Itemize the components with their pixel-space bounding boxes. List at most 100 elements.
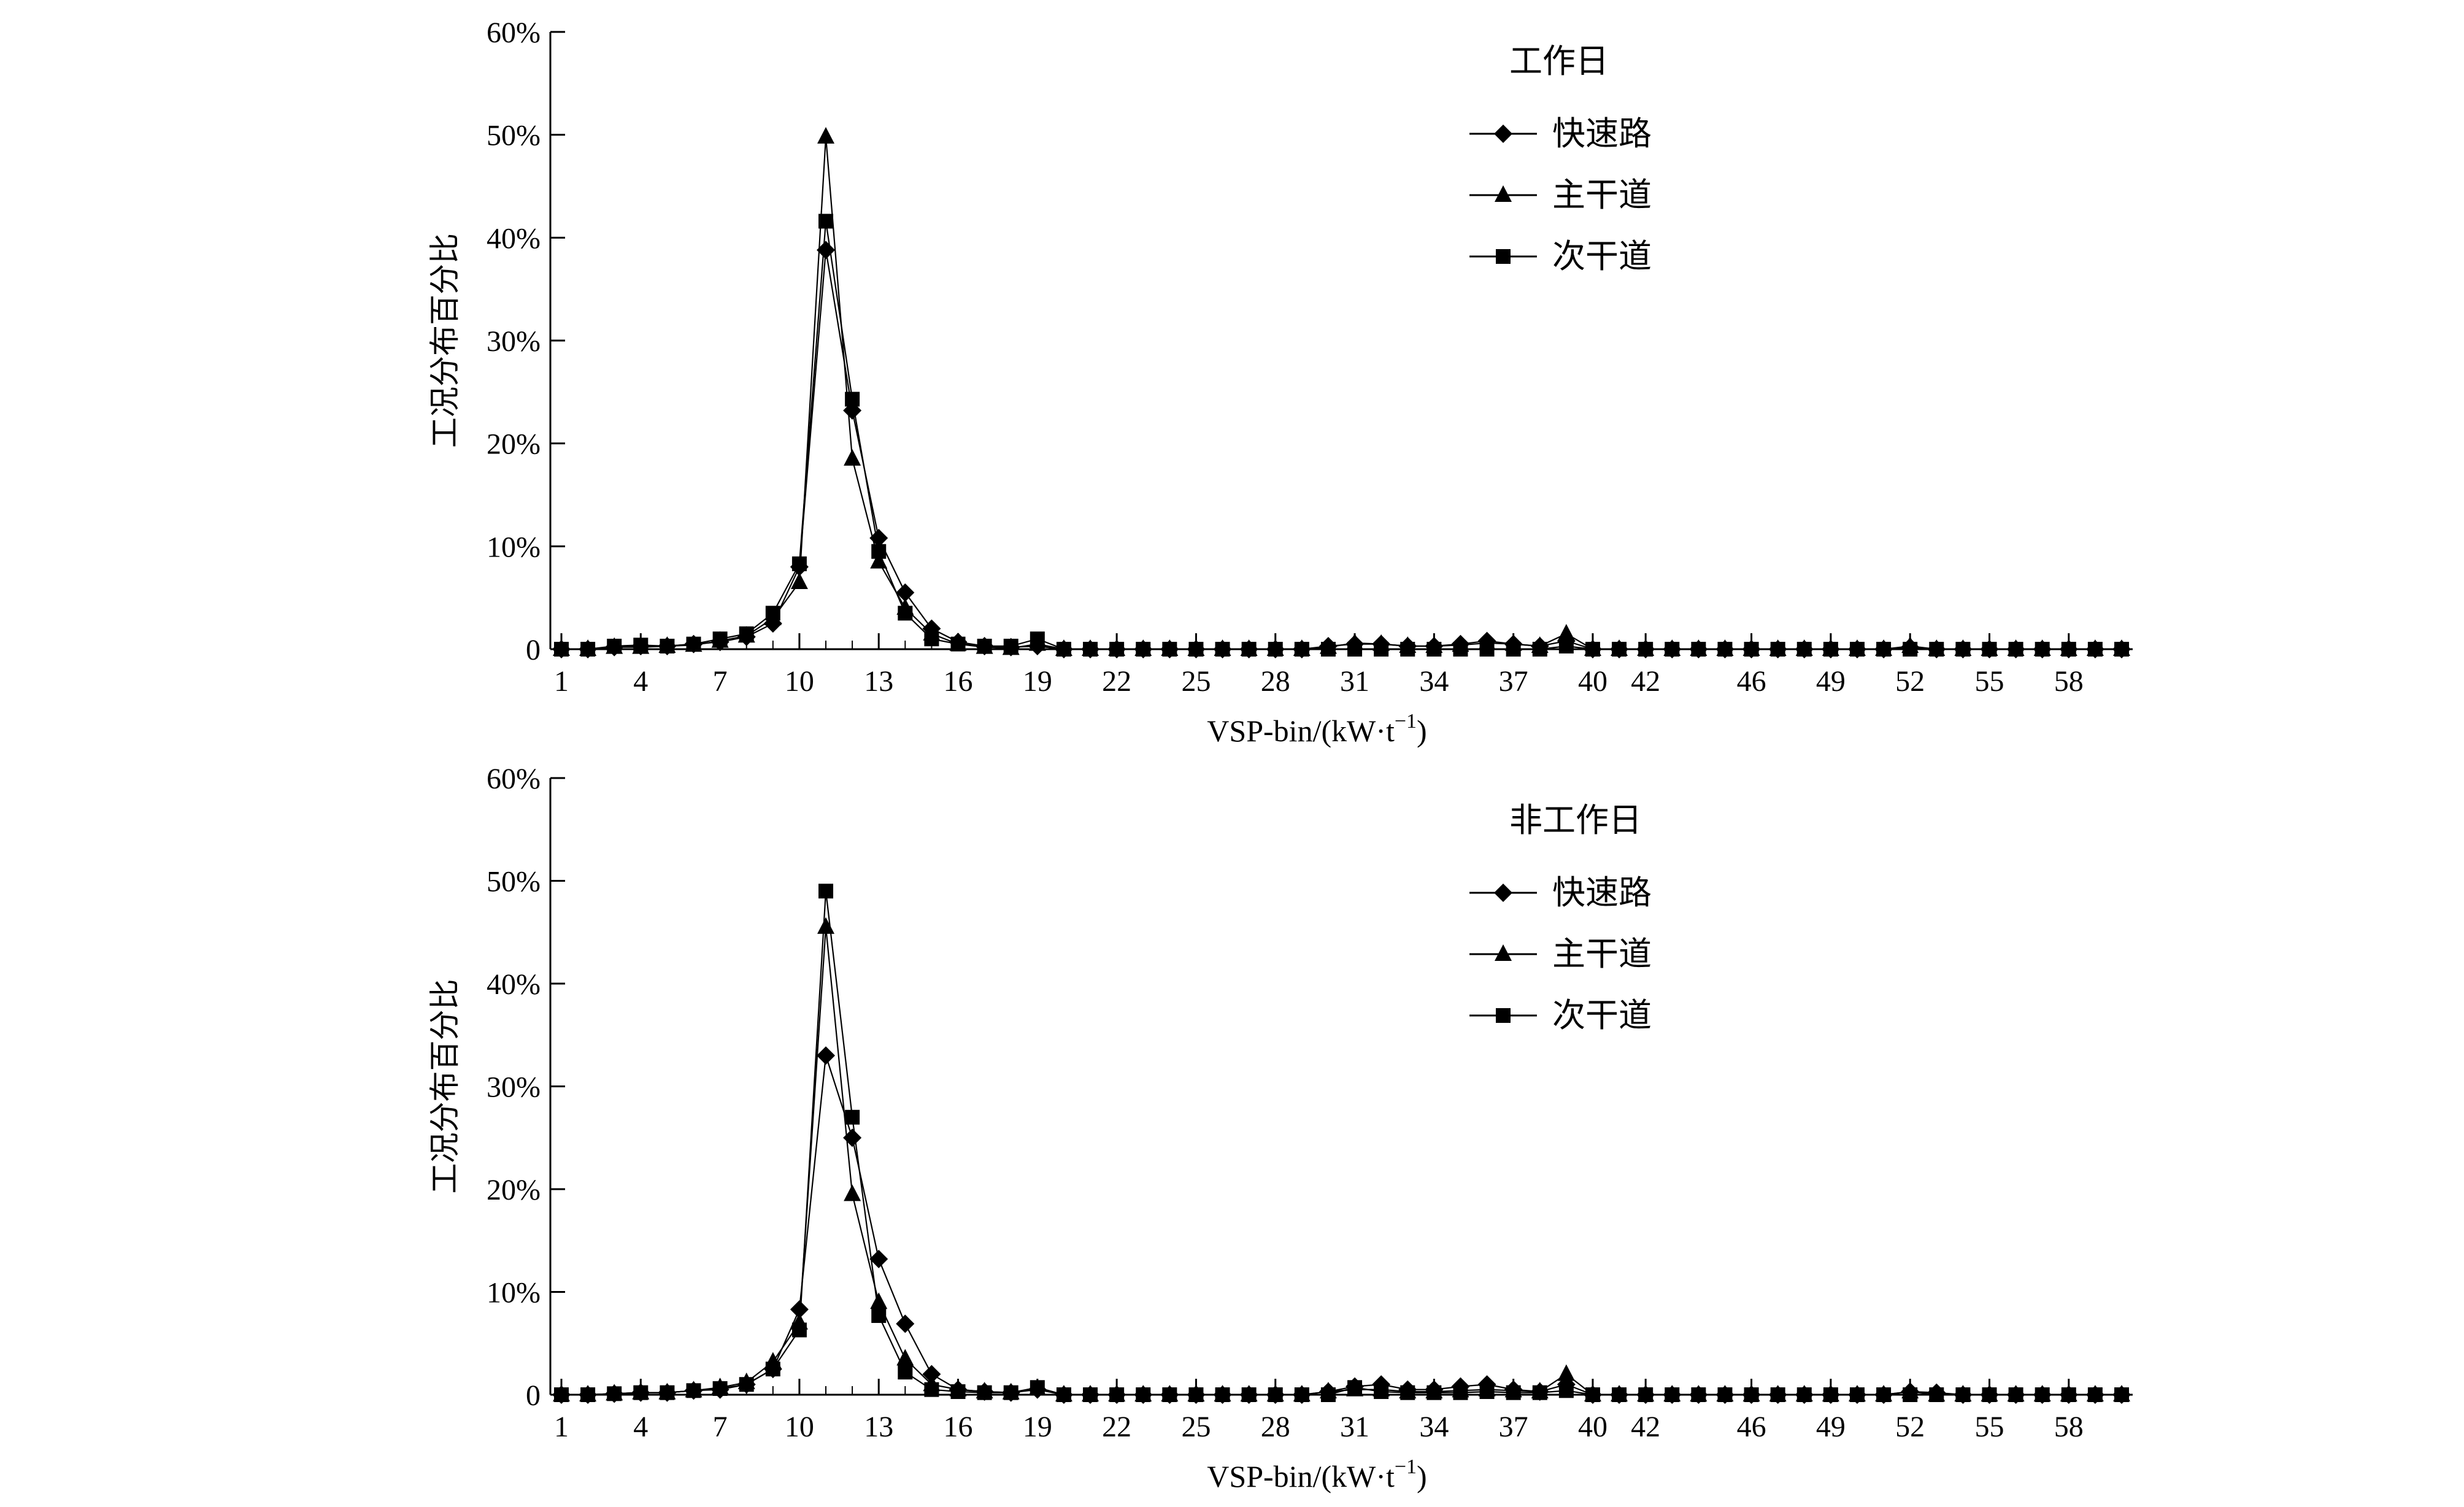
x-tick-label: 4 — [633, 1411, 648, 1443]
data-point — [818, 214, 834, 229]
y-tick-label: 60% — [487, 17, 541, 49]
data-point — [1532, 642, 1547, 657]
x-tick-label: 16 — [944, 1411, 973, 1443]
legend-marker — [1494, 125, 1512, 143]
data-point — [1215, 642, 1230, 657]
data-point — [2035, 642, 2050, 657]
data-point — [1982, 1387, 1997, 1402]
data-point — [1453, 642, 1468, 657]
legend-label: 主干道 — [1552, 936, 1652, 973]
x-axis-label: VSP-bin/(kW·t−1) — [1207, 1455, 1426, 1494]
data-point — [791, 556, 807, 571]
data-point — [1823, 1387, 1838, 1402]
legend-title: 工作日 — [1509, 43, 1609, 80]
x-axis-label-close: ) — [1417, 1459, 1427, 1494]
x-tick-label: 34 — [1419, 665, 1449, 698]
data-point — [580, 1387, 596, 1402]
x-axis-label: VSP-bin/(kW·t−1) — [1207, 710, 1426, 748]
data-point — [817, 1046, 836, 1065]
data-point — [765, 606, 780, 621]
data-point — [870, 552, 888, 569]
x-tick-label: 1 — [554, 1411, 569, 1443]
data-point — [1136, 642, 1151, 657]
series-square — [554, 884, 2129, 1402]
data-point — [1665, 1387, 1680, 1402]
legend-marker — [1495, 185, 1512, 202]
y-tick-label: 40% — [487, 222, 541, 255]
legend-label: 主干道 — [1552, 177, 1652, 214]
data-point — [871, 544, 887, 559]
data-point — [1003, 1385, 1018, 1400]
data-point — [869, 1249, 888, 1268]
data-point — [633, 638, 649, 653]
data-point — [1426, 1385, 1442, 1400]
data-point — [1691, 642, 1706, 657]
data-point — [1532, 1385, 1547, 1400]
x-axis-label-close: ) — [1417, 714, 1427, 748]
legend-entry: 次干道 — [1469, 997, 1652, 1034]
data-point — [2061, 642, 2076, 657]
data-point — [1294, 1387, 1309, 1402]
series-square — [554, 214, 2129, 657]
data-point — [817, 127, 835, 144]
data-point — [790, 572, 808, 590]
x-tick-label: 4 — [633, 665, 648, 698]
data-point — [1982, 642, 1997, 657]
data-point — [739, 626, 754, 641]
x-axis-label-sup: −1 — [1395, 710, 1417, 733]
x-tick-label: 28 — [1261, 1411, 1290, 1443]
data-point — [870, 1292, 888, 1309]
data-point — [950, 1384, 966, 1399]
data-point — [977, 1385, 992, 1400]
x-tick-label: 10 — [785, 1411, 814, 1443]
data-point — [1691, 1387, 1706, 1402]
data-point — [712, 1381, 728, 1396]
x-tick-label: 34 — [1419, 1411, 1449, 1443]
x-tick-label: 31 — [1340, 1411, 1369, 1443]
x-tick-label: 37 — [1499, 665, 1528, 698]
x-tick-label: 1 — [554, 665, 569, 698]
x-tick-label: 46 — [1737, 665, 1766, 698]
data-point — [1849, 1387, 1865, 1402]
series-triangle — [553, 127, 2130, 656]
data-point — [1744, 642, 1759, 657]
data-point — [977, 638, 992, 653]
x-axis-label-sup: −1 — [1395, 1455, 1417, 1478]
data-point — [1347, 642, 1363, 657]
data-point — [686, 1383, 701, 1398]
data-point — [1557, 623, 1575, 641]
data-point — [1558, 1383, 1574, 1398]
data-point — [1876, 1387, 1892, 1402]
data-point — [554, 642, 569, 657]
series-line — [561, 250, 2122, 650]
data-point — [739, 1377, 754, 1392]
data-point — [1136, 1387, 1151, 1402]
x-tick-label: 37 — [1499, 1411, 1528, 1443]
data-point — [818, 884, 834, 899]
legend-marker — [1496, 1008, 1511, 1023]
y-tick-label: 30% — [487, 325, 541, 358]
x-tick-label: 58 — [2054, 1411, 2084, 1443]
data-point — [1241, 642, 1257, 657]
y-axis-label: 工况分布百分比 — [428, 979, 462, 1194]
x-tick-label: 7 — [713, 1411, 728, 1443]
x-tick-label: 10 — [785, 665, 814, 698]
x-tick-label: 19 — [1023, 1411, 1052, 1443]
data-point — [1903, 1387, 1918, 1402]
x-tick-label: 49 — [1816, 1411, 1846, 1443]
data-point — [1717, 1387, 1733, 1402]
legend-marker — [1494, 884, 1512, 902]
data-point — [1638, 1387, 1654, 1402]
x-tick-label: 58 — [2054, 665, 2084, 698]
data-point — [896, 1314, 915, 1333]
data-point — [845, 391, 860, 407]
data-point — [1955, 1387, 1971, 1402]
data-point — [1162, 1387, 1177, 1402]
x-axis-label-main: VSP-bin/(kW·t — [1207, 714, 1395, 748]
data-point — [845, 1109, 860, 1125]
data-point — [1612, 642, 1627, 657]
data-point — [1109, 1387, 1125, 1402]
data-point — [1030, 631, 1045, 647]
data-point — [2114, 1387, 2129, 1402]
x-tick-label: 19 — [1023, 665, 1052, 698]
